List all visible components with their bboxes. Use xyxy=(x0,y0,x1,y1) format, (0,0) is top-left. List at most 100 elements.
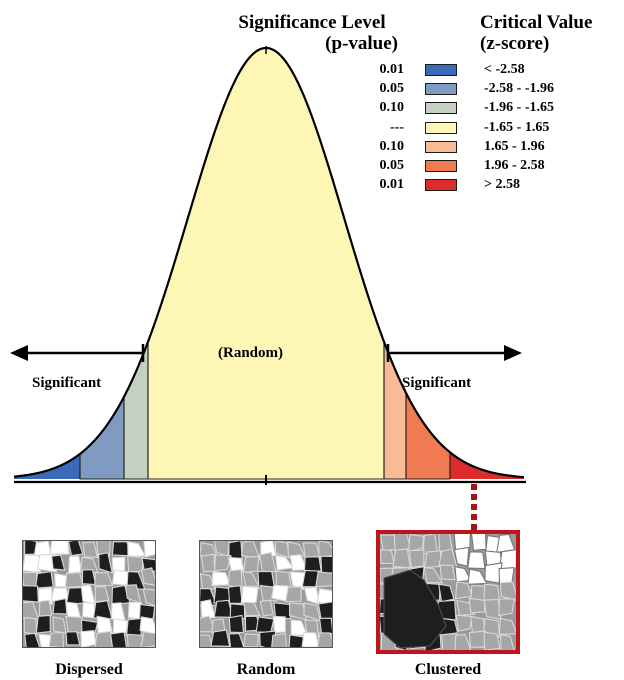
legend-z-score: -1.65 - 1.65 xyxy=(484,119,550,135)
map-polygon xyxy=(23,616,38,636)
map-polygon xyxy=(470,534,487,551)
map-polygon xyxy=(438,583,455,603)
legend-color-swatch xyxy=(425,102,457,115)
map-polygon xyxy=(498,617,516,635)
map-polygon xyxy=(38,599,53,617)
map-polygon xyxy=(320,555,332,574)
legend-color-swatch xyxy=(425,160,457,172)
map-polygon xyxy=(439,564,456,581)
legend-color-swatch xyxy=(425,121,457,134)
legend-z-score: > 2.58 xyxy=(484,177,520,193)
map-polygon xyxy=(275,570,292,588)
legend-p-value: --- xyxy=(390,119,404,135)
map-polygon xyxy=(441,632,458,650)
legend-header-critical-line2: (z-score) xyxy=(480,33,550,54)
map-polygon xyxy=(35,614,51,634)
clustered-caption: Clustered xyxy=(414,661,482,678)
legend-z-score: 1.96 - 2.58 xyxy=(484,158,545,173)
curve-band xyxy=(123,341,149,480)
map-polygon xyxy=(242,633,259,647)
map-polygon xyxy=(94,630,115,647)
map-polygon xyxy=(453,534,471,552)
map-polygon xyxy=(80,630,97,647)
legend-color-swatch xyxy=(425,64,457,76)
map-polygon xyxy=(140,631,155,647)
legend-z-score: 1.65 - 1.96 xyxy=(484,138,545,154)
map-polygon xyxy=(242,555,260,574)
map-polygon xyxy=(318,617,332,635)
random-label: (Random) xyxy=(218,345,284,361)
map-polygon xyxy=(65,615,84,634)
legend-header-significance: Significance Level (p-value) xyxy=(214,12,410,54)
map-polygon xyxy=(423,566,444,584)
map-polygon xyxy=(408,534,425,553)
legend-header-significance-line1: Significance Level xyxy=(238,12,386,33)
map-polygon xyxy=(228,614,245,634)
curve-band xyxy=(383,341,407,480)
map-polygon xyxy=(143,541,155,558)
map-polygon xyxy=(68,555,83,575)
map-polygon xyxy=(242,601,261,617)
map-polygon xyxy=(48,631,65,647)
map-polygon xyxy=(467,551,486,570)
map-polygon xyxy=(453,546,470,567)
left-significant-label: Significant xyxy=(32,375,102,391)
map-polygon xyxy=(317,601,332,620)
map-polygon xyxy=(142,588,155,607)
map-polygon xyxy=(301,631,320,647)
legend-p-value: 0.01 xyxy=(379,177,405,193)
random-caption: Random xyxy=(236,661,296,678)
legend-p-value: 0.10 xyxy=(379,138,405,154)
map-polygon xyxy=(51,554,66,571)
map-polygon xyxy=(498,598,516,617)
map-polygon xyxy=(500,633,515,650)
map-polygon xyxy=(259,599,274,617)
map-polygon xyxy=(23,554,42,573)
map-polygon xyxy=(288,634,306,647)
map-polygon xyxy=(94,586,110,603)
map-polygon xyxy=(34,571,54,589)
cluster-hotspot xyxy=(383,569,447,649)
map-polygon xyxy=(455,614,474,632)
legend-z-score: < -2.58 xyxy=(484,62,525,77)
dispersed-caption: Dispersed xyxy=(55,661,123,678)
map-polygon xyxy=(140,567,155,586)
right-significant-label: Significant xyxy=(402,375,472,391)
legend-p-value: 0.01 xyxy=(379,62,405,77)
map-polygon xyxy=(24,632,41,647)
map-polygon xyxy=(23,585,39,603)
map-polygon xyxy=(499,581,516,601)
map-polygon xyxy=(498,549,516,571)
map-polygon xyxy=(467,568,488,585)
legend-z-score: -2.58 - -1.96 xyxy=(484,81,554,97)
map-polygon xyxy=(392,548,411,569)
legend-header-significance-line2: (p-value) xyxy=(325,33,398,54)
map-polygon xyxy=(213,554,232,572)
legend-p-value: 0.10 xyxy=(379,100,405,116)
map-polygon xyxy=(67,541,84,557)
map-polygon xyxy=(126,633,144,647)
right-significant-arrow xyxy=(386,344,522,362)
map-polygon xyxy=(64,571,84,588)
legend-p-value: 0.05 xyxy=(379,158,405,173)
curve-band xyxy=(14,453,80,479)
legend-z-score: -1.96 - -1.65 xyxy=(484,100,554,116)
legend-color-swatch xyxy=(425,179,457,192)
map-polygon xyxy=(139,616,155,635)
random-pattern-map xyxy=(199,540,333,648)
legend-header-critical: Critical Value (z-score) xyxy=(480,12,620,54)
map-polygon xyxy=(272,615,286,634)
map-polygon xyxy=(271,633,287,647)
map-polygon xyxy=(468,597,486,614)
map-polygon xyxy=(468,630,487,648)
legend-color-swatch xyxy=(425,83,457,96)
map-polygon xyxy=(483,631,501,650)
map-polygon xyxy=(227,585,243,604)
map-polygon xyxy=(380,548,395,564)
map-polygon xyxy=(228,541,243,561)
map-polygon xyxy=(49,541,70,555)
map-polygon xyxy=(82,541,99,558)
map-polygon xyxy=(98,552,113,574)
map-polygon xyxy=(210,629,231,647)
